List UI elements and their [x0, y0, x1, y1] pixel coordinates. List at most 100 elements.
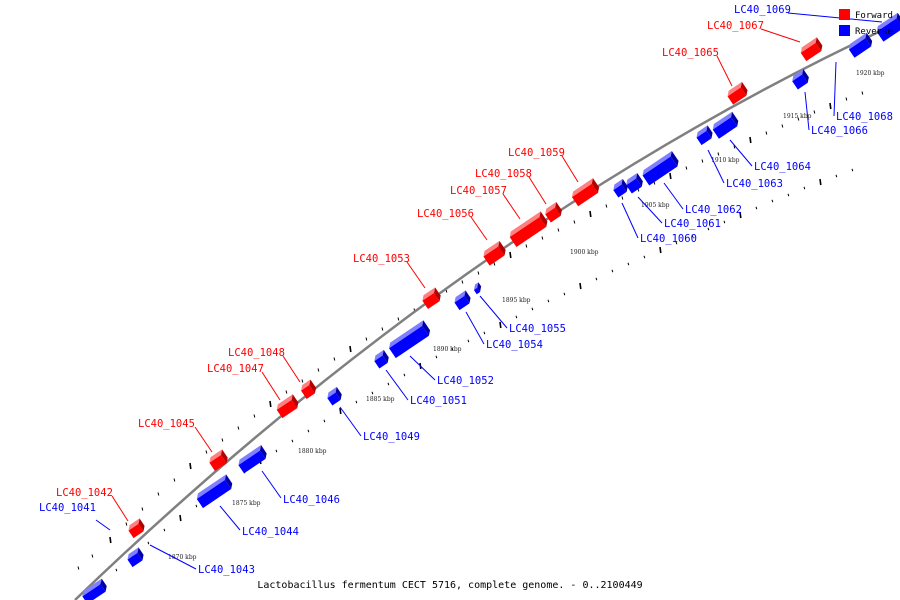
gene-LC40_1063[interactable] — [694, 125, 715, 146]
gene-LC40_1051[interactable] — [372, 349, 391, 369]
gene-label-LC40_1045[interactable]: LC40_1045 — [138, 418, 195, 430]
scale-tick — [669, 172, 672, 180]
gene-top-face — [276, 394, 293, 410]
gene-label-LC40_1069[interactable]: LC40_1069 — [734, 4, 791, 16]
gene-front-face — [276, 399, 298, 419]
gene-side-face — [309, 379, 317, 394]
scale-tick — [91, 554, 94, 558]
gene-LC40_1059[interactable] — [570, 178, 602, 207]
gene-LC40_1055[interactable] — [472, 282, 484, 295]
gene-label-leader — [149, 544, 197, 570]
gene-front-face — [696, 130, 712, 146]
gene-LC40_1061[interactable] — [624, 172, 645, 194]
gene-LC40_1069[interactable] — [874, 12, 900, 42]
gene-label-LC40_1066[interactable]: LC40_1066 — [811, 125, 868, 137]
kbp-label: 1915 kbp — [783, 113, 812, 120]
gene-label-LC40_1053[interactable]: LC40_1053 — [353, 253, 410, 265]
gene-label-LC40_1042[interactable]: LC40_1042 — [56, 487, 113, 499]
scale-tick — [109, 536, 112, 544]
gene-LC40_1066[interactable] — [790, 68, 811, 90]
gene-LC40_1044[interactable] — [195, 474, 235, 509]
scale-tick — [861, 91, 864, 95]
gene-label-leader — [804, 91, 810, 131]
gene-LC40_1057[interactable] — [507, 211, 549, 248]
gene-LC40_1042[interactable] — [126, 518, 147, 539]
legend-forward-swatch — [839, 9, 850, 20]
gene-LC40_1068[interactable] — [847, 32, 875, 58]
gene-label-LC40_1064[interactable]: LC40_1064 — [754, 161, 811, 173]
gene-LC40_1062[interactable] — [640, 150, 680, 186]
gene-LC40_1049[interactable] — [325, 386, 344, 406]
gene-label-LC40_1054[interactable]: LC40_1054 — [486, 339, 543, 351]
scale-tick — [403, 373, 406, 377]
scale-tick — [461, 280, 464, 284]
gene-front-face — [327, 392, 341, 406]
gene-label-LC40_1046[interactable]: LC40_1046 — [283, 494, 340, 506]
gene-side-face — [815, 37, 823, 52]
gene-LC40_1065[interactable] — [725, 81, 749, 105]
scale-tick — [179, 514, 182, 522]
gene-LC40_1053[interactable] — [420, 287, 443, 310]
gene-side-face — [539, 211, 548, 227]
scale-tick — [451, 347, 454, 351]
gene-top-face — [422, 287, 436, 301]
gene-label-LC40_1044[interactable]: LC40_1044 — [242, 526, 299, 538]
scale-tick — [195, 504, 198, 508]
gene-label-LC40_1060[interactable]: LC40_1060 — [640, 233, 697, 245]
gene-LC40_1056[interactable] — [481, 240, 508, 266]
gene-side-face — [636, 172, 643, 187]
scale-tick — [627, 262, 630, 266]
scale-tick — [851, 168, 854, 172]
gene-LC40_1064[interactable] — [711, 111, 741, 139]
gene-label-leader — [409, 355, 436, 381]
gene-label-LC40_1055[interactable]: LC40_1055 — [509, 323, 566, 335]
gene-front-face — [483, 246, 505, 266]
gene-label-LC40_1058[interactable]: LC40_1058 — [475, 168, 532, 180]
gene-LC40_1046[interactable] — [236, 445, 269, 474]
kbp-label: 1895 kbp — [502, 297, 531, 304]
scale-tick — [557, 228, 560, 232]
gene-LC40_1045[interactable] — [207, 449, 230, 472]
gene-side-face — [591, 178, 600, 193]
scale-tick — [755, 206, 758, 210]
gene-top-face — [509, 211, 541, 238]
gene-label-LC40_1061[interactable]: LC40_1061 — [664, 218, 721, 230]
gene-label-LC40_1051[interactable]: LC40_1051 — [410, 395, 467, 407]
gene-label-LC40_1063[interactable]: LC40_1063 — [726, 178, 783, 190]
gene-LC40_1054[interactable] — [452, 290, 473, 311]
gene-label-LC40_1067[interactable]: LC40_1067 — [707, 20, 764, 32]
gene-label-LC40_1056[interactable]: LC40_1056 — [417, 208, 474, 220]
legend-item-reverse: Reverse — [839, 25, 893, 37]
gene-label-LC40_1062[interactable]: LC40_1062 — [685, 204, 742, 216]
gene-label-LC40_1057[interactable]: LC40_1057 — [450, 185, 507, 197]
gene-label-LC40_1041[interactable]: LC40_1041 — [39, 502, 96, 514]
gene-LC40_1052[interactable] — [387, 320, 432, 359]
gene-label-LC40_1065[interactable]: LC40_1065 — [662, 47, 719, 59]
gene-front-face — [626, 178, 642, 194]
gene-top-face — [327, 386, 337, 399]
gene-label-LC40_1047[interactable]: LC40_1047 — [207, 363, 264, 375]
gene-label-leader — [194, 426, 213, 453]
gene-label-LC40_1043[interactable]: LC40_1043 — [198, 564, 255, 576]
scale-tick — [339, 407, 342, 415]
gene-LC40_1041[interactable] — [80, 578, 109, 600]
gene-top-face — [374, 349, 384, 362]
kbp-label: 1885 kbp — [366, 396, 395, 403]
gene-side-face — [464, 290, 471, 304]
gene-LC40_1047[interactable] — [275, 394, 301, 419]
gene-label-LC40_1068[interactable]: LC40_1068 — [836, 111, 893, 123]
scale-tick — [157, 492, 160, 496]
scale-tick — [125, 522, 128, 526]
gene-front-face — [454, 295, 470, 311]
gene-label-LC40_1052[interactable]: LC40_1052 — [437, 375, 494, 387]
gene-LC40_1048[interactable] — [299, 379, 318, 399]
gene-LC40_1043[interactable] — [125, 547, 146, 568]
gene-LC40_1058[interactable] — [543, 201, 564, 223]
gene-label-LC40_1049[interactable]: LC40_1049 — [363, 431, 420, 443]
gene-label-LC40_1048[interactable]: LC40_1048 — [228, 347, 285, 359]
gene-front-face — [473, 287, 481, 295]
gene-LC40_1067[interactable] — [799, 37, 825, 62]
gene-top-face — [848, 32, 867, 50]
gene-label-LC40_1059[interactable]: LC40_1059 — [508, 147, 565, 159]
gene-LC40_1060[interactable] — [611, 178, 630, 198]
